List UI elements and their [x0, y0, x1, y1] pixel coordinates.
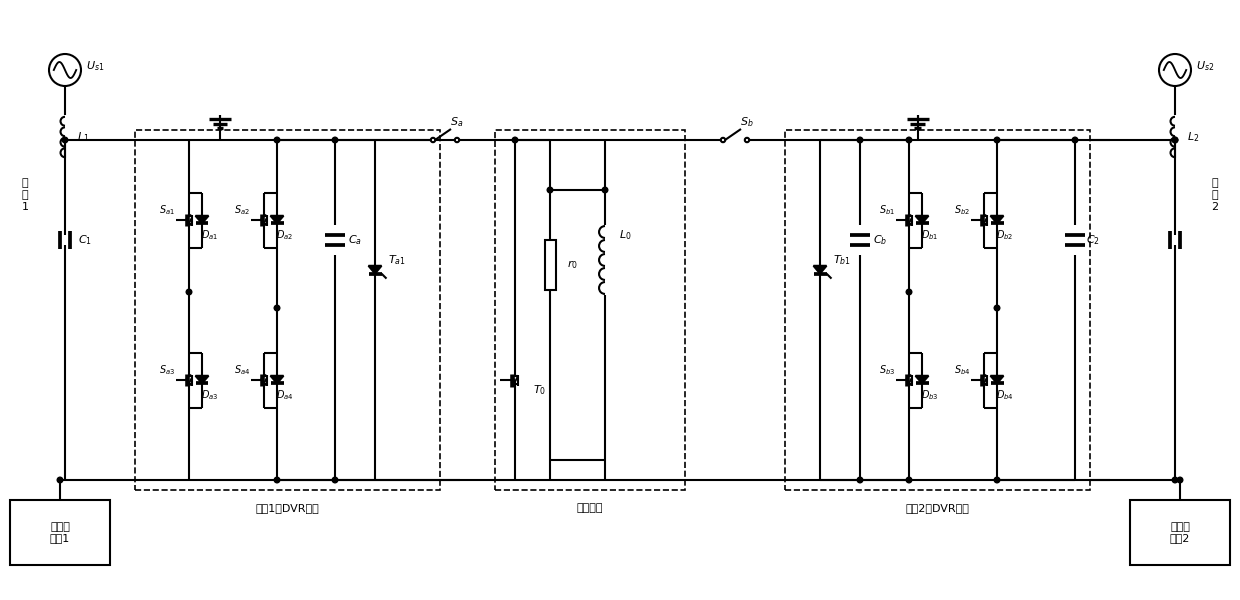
Circle shape: [62, 137, 68, 143]
Circle shape: [455, 138, 459, 142]
Polygon shape: [196, 376, 208, 383]
Circle shape: [857, 137, 863, 143]
Text: $T_{b1}$: $T_{b1}$: [833, 253, 851, 267]
Text: $D_{a3}$: $D_{a3}$: [201, 388, 218, 402]
Text: $L_2$: $L_2$: [1187, 130, 1199, 144]
Text: $C_2$: $C_2$: [1086, 233, 1100, 247]
Circle shape: [720, 138, 725, 142]
Circle shape: [1172, 137, 1178, 143]
Text: $T_0$: $T_0$: [533, 383, 547, 397]
Circle shape: [906, 137, 911, 143]
Bar: [785, 130, 1090, 490]
Polygon shape: [991, 376, 1003, 383]
Circle shape: [906, 289, 911, 295]
Polygon shape: [915, 216, 929, 223]
Polygon shape: [915, 376, 929, 383]
Text: $L_0$: $L_0$: [619, 228, 631, 242]
Text: $U_{s1}$: $U_{s1}$: [86, 59, 104, 73]
Text: 非线性
负载1: 非线性 负载1: [50, 521, 71, 544]
Polygon shape: [813, 266, 827, 274]
Bar: [495, 130, 684, 490]
Text: $S_{a2}$: $S_{a2}$: [234, 203, 250, 217]
Text: $T_{a1}$: $T_{a1}$: [388, 253, 405, 267]
Circle shape: [745, 138, 749, 142]
Bar: [544, 240, 556, 290]
Text: $S_{a1}$: $S_{a1}$: [159, 203, 175, 217]
Circle shape: [1172, 137, 1178, 143]
Text: $D_{a2}$: $D_{a2}$: [277, 228, 294, 242]
Circle shape: [512, 137, 518, 143]
Polygon shape: [270, 216, 284, 223]
Text: $C_1$: $C_1$: [78, 233, 92, 247]
Text: $S_{b1}$: $S_{b1}$: [879, 203, 895, 217]
Text: $r_0$: $r_0$: [567, 259, 578, 271]
Polygon shape: [368, 266, 382, 274]
Circle shape: [274, 137, 280, 143]
Text: $D_{b4}$: $D_{b4}$: [996, 388, 1014, 402]
Text: $S_b$: $S_b$: [740, 115, 754, 129]
Text: $D_{b2}$: $D_{b2}$: [996, 228, 1013, 242]
Polygon shape: [991, 216, 1003, 223]
Circle shape: [274, 305, 280, 311]
Text: $C_a$: $C_a$: [348, 233, 362, 247]
Circle shape: [603, 187, 608, 193]
Text: 馈
线
2: 馈 线 2: [1211, 178, 1219, 212]
Text: $U_{s2}$: $U_{s2}$: [1195, 59, 1214, 73]
Circle shape: [274, 477, 280, 483]
Text: $L_1$: $L_1$: [77, 130, 89, 144]
Bar: [135, 130, 440, 490]
Circle shape: [1177, 477, 1183, 483]
Bar: [1130, 500, 1230, 565]
Circle shape: [906, 477, 911, 483]
Text: $S_{b2}$: $S_{b2}$: [954, 203, 970, 217]
Circle shape: [857, 477, 863, 483]
Polygon shape: [196, 216, 208, 223]
Text: $S_{b3}$: $S_{b3}$: [879, 363, 895, 377]
Text: $S_a$: $S_a$: [450, 115, 464, 129]
Text: $D_{b1}$: $D_{b1}$: [921, 228, 939, 242]
Text: $D_{a4}$: $D_{a4}$: [277, 388, 294, 402]
Circle shape: [1073, 137, 1078, 143]
Text: $S_{a4}$: $S_{a4}$: [234, 363, 250, 377]
Circle shape: [332, 477, 337, 483]
Text: 馈线1侧DVR模块: 馈线1侧DVR模块: [255, 503, 320, 513]
Circle shape: [57, 477, 63, 483]
Text: 馈线2侧DVR模块: 馈线2侧DVR模块: [905, 503, 970, 513]
Polygon shape: [270, 376, 284, 383]
Circle shape: [332, 137, 337, 143]
Circle shape: [547, 187, 553, 193]
Circle shape: [994, 137, 999, 143]
Text: $C_b$: $C_b$: [873, 233, 887, 247]
Circle shape: [994, 477, 999, 483]
Text: $S_{b4}$: $S_{b4}$: [954, 363, 970, 377]
Text: 非线性
负载2: 非线性 负载2: [1169, 521, 1190, 544]
Text: $S_{a3}$: $S_{a3}$: [159, 363, 175, 377]
Text: $D_{b3}$: $D_{b3}$: [921, 388, 939, 402]
Text: $D_{a1}$: $D_{a1}$: [201, 228, 218, 242]
Circle shape: [1172, 477, 1178, 483]
Circle shape: [1159, 54, 1190, 86]
Bar: [10, 500, 110, 565]
Circle shape: [994, 305, 999, 311]
Text: 限流模块: 限流模块: [577, 503, 603, 513]
Circle shape: [430, 138, 435, 142]
Text: 馈
线
1: 馈 线 1: [21, 178, 29, 212]
Circle shape: [50, 54, 81, 86]
Circle shape: [186, 289, 192, 295]
